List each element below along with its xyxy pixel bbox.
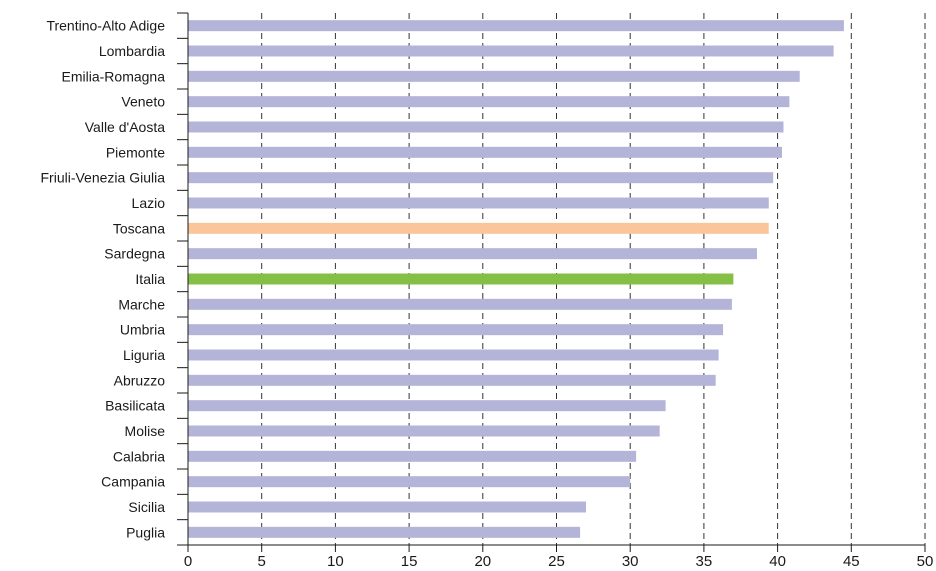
category-label-calabria: Calabria: [113, 448, 165, 464]
category-label-puglia: Puglia: [126, 524, 165, 540]
tick-labels: 0 5 10 15 20 25 30 35 40 45 50: [184, 553, 934, 570]
category-label-campania: Campania: [101, 474, 165, 490]
bar-toscana: [188, 222, 769, 234]
bar-puglia: [188, 526, 581, 538]
category-label-emilia-romagna: Emilia-Romagna: [62, 68, 166, 84]
category-label-piemonte: Piemonte: [106, 144, 165, 160]
bar-marche: [188, 298, 732, 310]
bar-umbria: [188, 324, 724, 336]
category-labels: Trentino-Alto Adige Lombardia Emilia-Romag…: [41, 18, 166, 541]
bar-sicilia: [188, 501, 586, 513]
axes: [177, 12, 926, 552]
x-tick-label-45: 45: [843, 553, 860, 570]
bar-calabria: [188, 450, 637, 462]
category-label-friuli-venezia-giulia: Friuli-Venezia Giulia: [41, 170, 166, 186]
category-label-lombardia: Lombardia: [99, 43, 165, 59]
bar-piemonte: [188, 146, 783, 158]
bar-liguria: [188, 349, 719, 361]
x-tick-label-0: 0: [184, 553, 192, 570]
category-label-basilicata: Basilicata: [105, 398, 165, 414]
bar-basilicata: [188, 400, 666, 412]
bar-campania: [188, 476, 631, 488]
x-tick-label-15: 15: [401, 553, 418, 570]
category-label-sardegna: Sardegna: [104, 246, 165, 262]
category-label-umbria: Umbria: [120, 322, 165, 338]
category-label-lazio: Lazio: [132, 195, 166, 211]
x-tick-label-25: 25: [548, 553, 565, 570]
x-tick-label-5: 5: [258, 553, 266, 570]
x-tick-label-50: 50: [917, 553, 934, 570]
x-tick-label-10: 10: [327, 553, 344, 570]
bar-lazio: [188, 197, 769, 209]
category-label-liguria: Liguria: [123, 347, 165, 363]
x-tick-label-30: 30: [622, 553, 639, 570]
category-label-marche: Marche: [118, 296, 165, 312]
bar-valle-d-aosta: [188, 121, 784, 133]
bar-molise: [188, 425, 660, 437]
category-label-toscana: Toscana: [113, 220, 165, 236]
category-label-valle-d-aosta: Valle d'Aosta: [85, 119, 165, 135]
category-label-veneto: Veneto: [121, 94, 165, 110]
category-label-trentino-alto-adige: Trentino-Alto Adige: [46, 18, 165, 34]
category-label-italia: Italia: [135, 271, 165, 287]
bar-emilia-romagna: [188, 70, 800, 82]
bar-trentino-alto-adige: [188, 20, 844, 32]
bar-veneto: [188, 96, 790, 108]
x-tick-label-20: 20: [474, 553, 491, 570]
x-tick-label-35: 35: [696, 553, 713, 570]
bar-friuli-venezia-giulia: [188, 172, 774, 184]
bar-italia: [188, 273, 734, 285]
x-tick-label-40: 40: [769, 553, 786, 570]
bars: [188, 20, 844, 538]
category-label-molise: Molise: [125, 423, 166, 439]
bar-abruzzo: [188, 374, 716, 386]
bar-lombardia: [188, 45, 834, 57]
category-label-sicilia: Sicilia: [128, 499, 165, 515]
category-label-abruzzo: Abruzzo: [114, 372, 166, 388]
bar-sardegna: [188, 248, 757, 260]
